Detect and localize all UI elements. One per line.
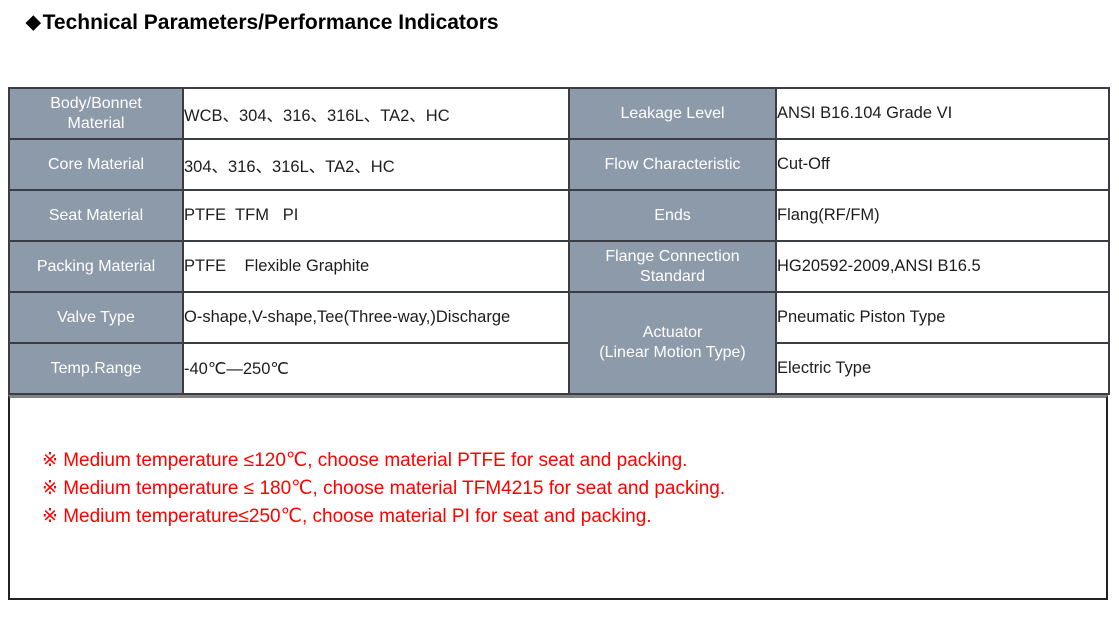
- diamond-bullet-icon: ◆: [26, 12, 41, 33]
- note-line-tfm4215: ※ Medium temperature ≤ 180℃, choose mate…: [42, 478, 726, 499]
- page-title-text: Technical Parameters/Performance Indicat…: [42, 11, 499, 34]
- table-row: Valve Type O-shape,V-shape,Tee(Three-way…: [8, 291, 1110, 395]
- param-label-temp-range: Temp.Range: [8, 342, 184, 395]
- table-row: Temp.Range -40℃—250℃ Electric Type: [8, 342, 1110, 395]
- param-value-body-bonnet-material: WCB、304、316、316L、TA2、HC: [182, 87, 570, 140]
- param-value-flow-characteristic: Cut-Off: [775, 138, 1110, 191]
- param-value-flange-connection-standard: HG20592-2009,ANSI B16.5: [775, 240, 1110, 293]
- param-label-seat-material: Seat Material: [8, 189, 184, 242]
- note-line-pi: ※ Medium temperature≤250℃, choose materi…: [42, 506, 652, 527]
- table-row: Seat Material PTFE TFM PI Ends Flang(RF/…: [8, 189, 1110, 242]
- param-label-packing-material: Packing Material: [8, 240, 184, 293]
- param-value-valve-type: O-shape,V-shape,Tee(Three-way,)Discharge: [182, 291, 570, 344]
- param-value-ends: Flang(RF/FM): [775, 189, 1110, 242]
- param-value-temp-range: -40℃—250℃: [182, 342, 570, 395]
- param-label-ends: Ends: [568, 189, 777, 242]
- param-label-body-bonnet-material: Body/Bonnet Material: [8, 87, 184, 140]
- param-value-core-material: 304、316、316L、TA2、HC: [182, 138, 570, 191]
- param-value-actuator-pneumatic: Pneumatic Piston Type: [775, 291, 1110, 344]
- param-value-actuator-electric: Electric Type: [775, 342, 1110, 395]
- param-value-leakage-level: ANSI B16.104 Grade VI: [775, 87, 1110, 140]
- table-row: Body/Bonnet Material WCB、304、316、316L、TA…: [8, 87, 1110, 140]
- param-label-flange-connection-standard: Flange Connection Standard: [568, 240, 777, 293]
- param-label-actuator: Actuator (Linear Motion Type): [568, 291, 777, 395]
- notes-box: ※ Medium temperature ≤120℃, choose mater…: [8, 395, 1108, 600]
- param-label-core-material: Core Material: [8, 138, 184, 191]
- table-row: Packing Material PTFE Flexible Graphite …: [8, 240, 1110, 293]
- param-label-valve-type: Valve Type: [8, 291, 184, 344]
- table-row: Core Material 304、316、316L、TA2、HC Flow C…: [8, 138, 1110, 191]
- param-label-flow-characteristic: Flow Characteristic: [568, 138, 777, 191]
- param-value-seat-material: PTFE TFM PI: [182, 189, 570, 242]
- param-value-packing-material: PTFE Flexible Graphite: [182, 240, 570, 293]
- note-line-ptfe: ※ Medium temperature ≤120℃, choose mater…: [42, 450, 688, 471]
- param-label-leakage-level: Leakage Level: [568, 87, 777, 140]
- page-title: ◆Technical Parameters/Performance Indica…: [26, 11, 499, 35]
- spec-table: Body/Bonnet Material WCB、304、316、316L、TA…: [8, 87, 1110, 395]
- notes: ※ Medium temperature ≤120℃, choose mater…: [42, 447, 725, 531]
